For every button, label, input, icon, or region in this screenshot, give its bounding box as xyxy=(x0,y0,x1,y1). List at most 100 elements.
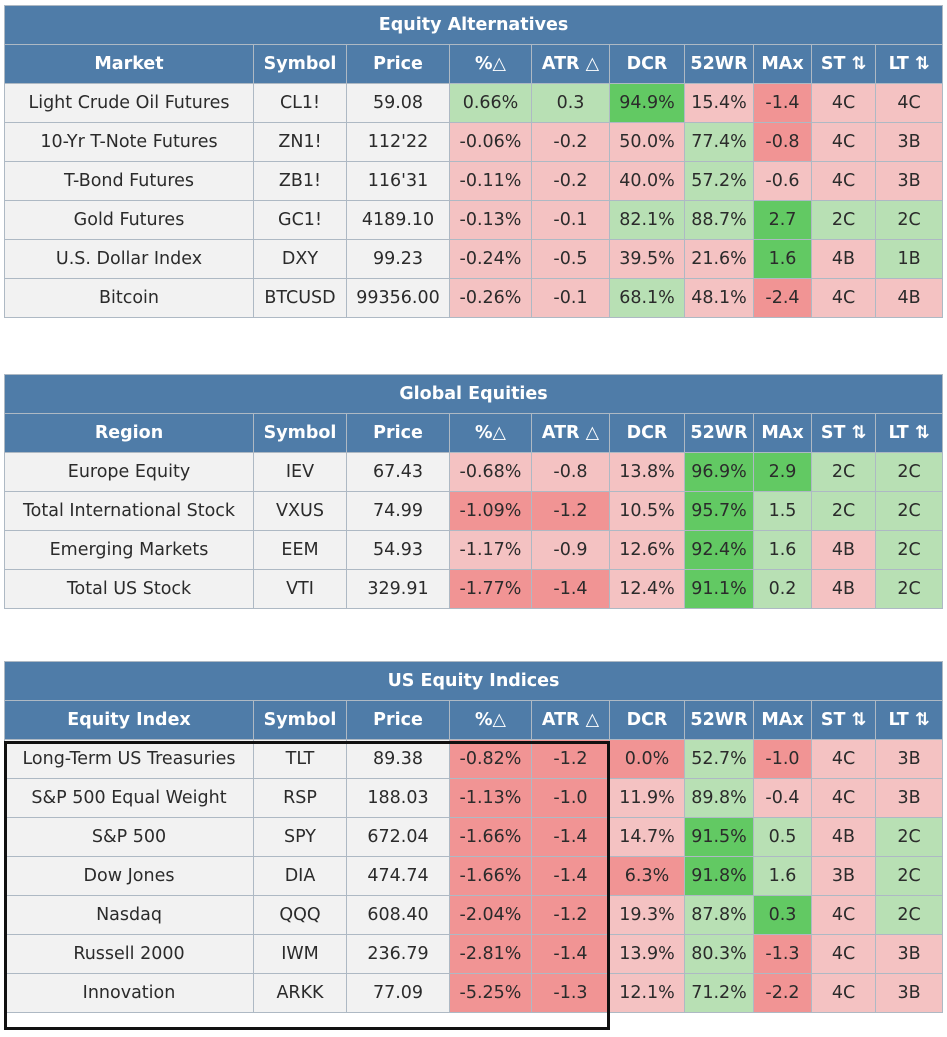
column-header[interactable]: LT ⇅ xyxy=(874,44,944,84)
column-header[interactable]: ATR △ xyxy=(531,413,610,453)
cell-value: -2.4 xyxy=(753,278,812,318)
table-row: Gold Futures GC1! 4189.10 -0.13% -0.1 82.1% 88… xyxy=(4,200,944,240)
cell-value: -1.2 xyxy=(531,491,610,531)
cell-value: 91.5% xyxy=(684,817,754,857)
cell-value: 0.66% xyxy=(449,83,532,123)
cell-value: -0.82% xyxy=(449,739,532,779)
cell-value: 1.5 xyxy=(753,491,812,531)
column-header[interactable]: 52WR xyxy=(684,700,754,740)
row-name: U.S. Dollar Index xyxy=(4,239,254,279)
cell-value: -1.4 xyxy=(531,934,610,974)
table-title: US Equity Indices xyxy=(3,661,944,701)
cell-value: -1.4 xyxy=(531,856,610,896)
column-header[interactable]: Symbol xyxy=(253,700,347,740)
row-price: 77.09 xyxy=(346,973,450,1013)
column-header[interactable]: DCR xyxy=(609,700,685,740)
column-header[interactable]: Symbol xyxy=(253,44,347,84)
column-header[interactable]: DCR xyxy=(609,44,685,84)
column-header[interactable]: Price xyxy=(346,44,450,84)
cell-value: 89.8% xyxy=(684,778,754,818)
cell-value: 11.9% xyxy=(609,778,685,818)
row-symbol: EEM xyxy=(253,530,347,570)
cell-value: 3B xyxy=(811,856,876,896)
column-header[interactable]: Price xyxy=(346,413,450,453)
column-header[interactable]: ST ⇅ xyxy=(811,44,876,84)
row-name: Europe Equity xyxy=(4,452,254,492)
row-name: Light Crude Oil Futures xyxy=(4,83,254,123)
cell-value: 4B xyxy=(811,239,876,279)
column-header[interactable]: %△ xyxy=(449,44,532,84)
column-header[interactable]: MAx xyxy=(753,44,812,84)
column-header[interactable]: LT ⇅ xyxy=(874,413,944,453)
row-symbol: VTI xyxy=(253,569,347,609)
table-global-equities: Global Equities Region Symbol Price %△ ATR △ D… xyxy=(3,374,944,609)
cell-value: 2C xyxy=(874,530,944,570)
cell-value: 39.5% xyxy=(609,239,685,279)
column-header[interactable]: LT ⇅ xyxy=(874,700,944,740)
row-name: Bitcoin xyxy=(4,278,254,318)
column-header[interactable]: MAx xyxy=(753,413,812,453)
row-symbol: QQQ xyxy=(253,895,347,935)
cell-value: -1.3 xyxy=(531,973,610,1013)
cell-value: 21.6% xyxy=(684,239,754,279)
cell-value: 91.8% xyxy=(684,856,754,896)
column-header[interactable]: 52WR xyxy=(684,44,754,84)
table-row: Nasdaq QQQ 608.40 -2.04% -1.2 19.3% 87.8% 0.3 4C… xyxy=(4,895,944,935)
column-header[interactable]: %△ xyxy=(449,700,532,740)
column-header[interactable]: Price xyxy=(346,700,450,740)
column-header[interactable]: Symbol xyxy=(253,413,347,453)
cell-value: -2.81% xyxy=(449,934,532,974)
cell-value: -1.09% xyxy=(449,491,532,531)
column-header[interactable]: %△ xyxy=(449,413,532,453)
cell-value: 10.5% xyxy=(609,491,685,531)
table-row: 10-Yr T-Note Futures ZN1! 112'22 -0.06% -0.2… xyxy=(4,122,944,162)
table-row: S&P 500 SPY 672.04 -1.66% -1.4 14.7% 91.5% 0.5 4… xyxy=(4,817,944,857)
row-price: 59.08 xyxy=(346,83,450,123)
cell-value: -1.66% xyxy=(449,856,532,896)
row-symbol: ZN1! xyxy=(253,122,347,162)
column-header[interactable]: DCR xyxy=(609,413,685,453)
row-name: Russell 2000 xyxy=(4,934,254,974)
row-price: 74.99 xyxy=(346,491,450,531)
row-symbol: SPY xyxy=(253,817,347,857)
cell-value: 4C xyxy=(811,161,876,201)
column-header[interactable]: ATR △ xyxy=(531,700,610,740)
cell-value: 95.7% xyxy=(684,491,754,531)
row-price: 116'31 xyxy=(346,161,450,201)
cell-value: 87.8% xyxy=(684,895,754,935)
row-symbol: IWM xyxy=(253,934,347,974)
cell-value: -1.66% xyxy=(449,817,532,857)
row-name: Nasdaq xyxy=(4,895,254,935)
cell-value: 3B xyxy=(874,934,944,974)
column-header[interactable]: Market xyxy=(4,44,254,84)
row-name: Innovation xyxy=(4,973,254,1013)
row-symbol: IEV xyxy=(253,452,347,492)
cell-value: 13.9% xyxy=(609,934,685,974)
row-symbol: RSP xyxy=(253,778,347,818)
column-header[interactable]: MAx xyxy=(753,700,812,740)
cell-value: 4C xyxy=(811,739,876,779)
column-header[interactable]: ST ⇅ xyxy=(811,700,876,740)
cell-value: -0.06% xyxy=(449,122,532,162)
table-row: Bitcoin BTCUSD 99356.00 -0.26% -0.1 68.1% 48.1… xyxy=(4,278,944,318)
column-header[interactable]: Region xyxy=(4,413,254,453)
cell-value: 4C xyxy=(811,778,876,818)
cell-value: 12.4% xyxy=(609,569,685,609)
column-header[interactable]: ST ⇅ xyxy=(811,413,876,453)
cell-value: 40.0% xyxy=(609,161,685,201)
cell-value: 2C xyxy=(811,491,876,531)
column-header[interactable]: Equity Index xyxy=(4,700,254,740)
cell-value: 71.2% xyxy=(684,973,754,1013)
cell-value: 2.7 xyxy=(753,200,812,240)
row-symbol: ZB1! xyxy=(253,161,347,201)
row-price: 54.93 xyxy=(346,530,450,570)
row-symbol: DIA xyxy=(253,856,347,896)
cell-value: 3B xyxy=(874,778,944,818)
cell-value: 3B xyxy=(874,122,944,162)
column-header[interactable]: 52WR xyxy=(684,413,754,453)
row-price: 672.04 xyxy=(346,817,450,857)
column-header[interactable]: ATR △ xyxy=(531,44,610,84)
cell-value: -0.8 xyxy=(753,122,812,162)
cell-value: 4B xyxy=(811,817,876,857)
cell-value: -0.24% xyxy=(449,239,532,279)
